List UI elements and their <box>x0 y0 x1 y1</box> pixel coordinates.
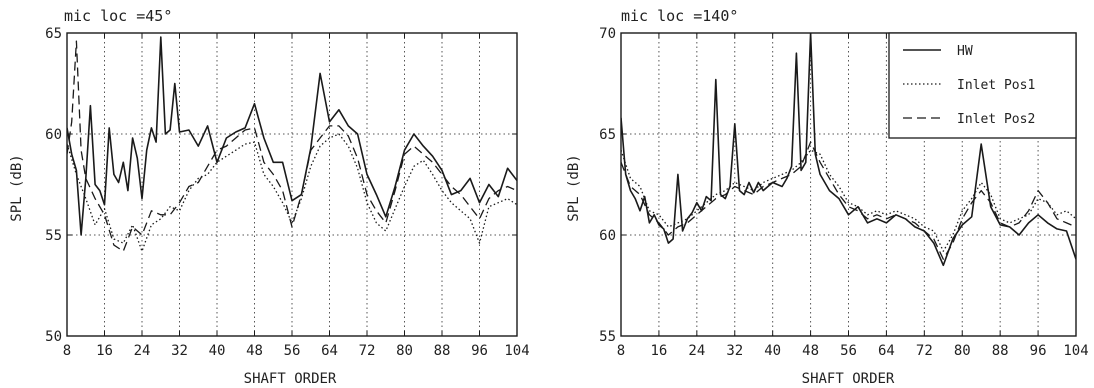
y-tick-label: 65 <box>599 127 616 143</box>
legend-box <box>888 32 1077 139</box>
x-tick-label: 80 <box>954 343 971 359</box>
y-tick-label: 55 <box>599 329 616 345</box>
series-line-inlet-pos1 <box>621 149 1076 252</box>
chart-title: mic loc =45° <box>64 7 172 25</box>
x-tick-label: 24 <box>134 343 151 359</box>
chart-title: mic loc =140° <box>621 7 738 25</box>
x-tick-label: 24 <box>688 343 705 359</box>
x-tick-label: 88 <box>992 343 1009 359</box>
x-tick-label: 40 <box>764 343 781 359</box>
x-tick-label: 56 <box>840 343 857 359</box>
x-tick-label: 40 <box>209 343 226 359</box>
x-axis-label: SHAFT ORDER <box>244 371 337 387</box>
series-line-inlet-pos2 <box>67 40 517 252</box>
x-tick-label: 88 <box>434 343 451 359</box>
y-axis-label: SPL (dB) <box>566 154 582 221</box>
y-tick-label: 70 <box>599 26 616 42</box>
legend-label: Inlet Pos2 <box>957 112 1035 127</box>
x-tick-label: 104 <box>1063 343 1088 359</box>
x-tick-label: 8 <box>63 343 71 359</box>
x-tick-label: 48 <box>802 343 819 359</box>
chart-45-degree: mic loc =45° SHAFT ORDER SPL (dB) 8 16 24 3… <box>9 7 530 387</box>
x-tick-label: 32 <box>171 343 188 359</box>
legend-label: Inlet Pos1 <box>957 78 1035 93</box>
x-tick-label: 80 <box>396 343 413 359</box>
y-tick-label: 55 <box>45 228 62 244</box>
y-axis-label: SPL (dB) <box>9 154 25 221</box>
x-tick-label: 16 <box>96 343 113 359</box>
x-tick-label: 64 <box>321 343 338 359</box>
x-tick-label: 16 <box>650 343 667 359</box>
x-axis-label: SHAFT ORDER <box>802 371 895 387</box>
x-tick-label: 56 <box>284 343 301 359</box>
series-line-hw <box>621 33 1076 267</box>
x-tick-label: 64 <box>878 343 895 359</box>
x-tick-label: 96 <box>1030 343 1047 359</box>
y-tick-label: 65 <box>45 26 62 42</box>
x-tick-label: 32 <box>726 343 743 359</box>
legend-label: HW <box>957 44 973 59</box>
x-tick-label: 8 <box>617 343 625 359</box>
chart-140-degree: mic loc =140° SHAFT ORDER SPL (dB) 8 16 24… <box>566 7 1089 387</box>
x-tick-label: 72 <box>916 343 933 359</box>
y-tick-label: 60 <box>599 228 616 244</box>
series-line-hw <box>67 36 517 236</box>
x-tick-label: 48 <box>246 343 263 359</box>
y-tick-label: 60 <box>45 127 62 143</box>
y-tick-label: 50 <box>45 329 62 345</box>
x-tick-label: 104 <box>504 343 529 359</box>
x-tick-label: 96 <box>471 343 488 359</box>
x-tick-label: 72 <box>359 343 376 359</box>
